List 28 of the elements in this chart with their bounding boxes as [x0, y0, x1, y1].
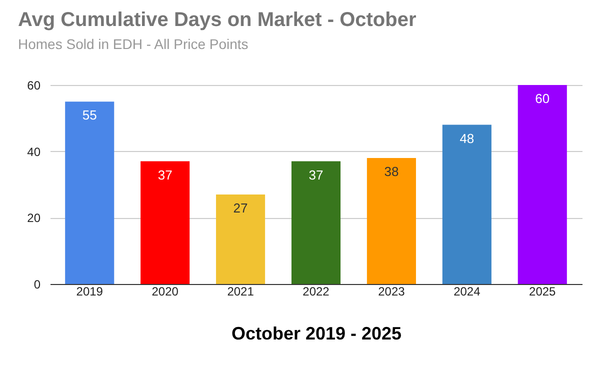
chart-title: Avg Cumulative Days on Market - October	[18, 9, 416, 31]
x-tick-label: 2021	[227, 284, 254, 298]
x-tick-label: 2025	[529, 284, 556, 298]
data-label: 48	[460, 130, 474, 146]
bar	[518, 85, 567, 284]
x-tick-label: 2019	[76, 284, 104, 298]
y-tick-label: 0	[34, 278, 41, 292]
x-axis-title: October 2019 - 2025	[231, 324, 402, 344]
data-label: 37	[308, 167, 324, 182]
data-label: 27	[233, 200, 248, 216]
data-label: 38	[384, 164, 399, 179]
bar	[442, 124, 492, 284]
x-tick-label: 2020	[152, 284, 179, 298]
data-label: 37	[158, 167, 172, 182]
x-tick-label: 2022	[302, 284, 330, 298]
y-tick-label: 60	[27, 78, 41, 92]
bar	[366, 158, 416, 284]
data-label: 60	[535, 91, 550, 106]
y-tick-label: 20	[27, 211, 41, 226]
bar	[216, 194, 266, 284]
chart-subtitle: Homes Sold in EDH - All Price Points	[18, 36, 248, 52]
x-tick-label: 2023	[378, 284, 406, 298]
y-tick-label: 40	[27, 144, 41, 159]
bar	[140, 161, 190, 284]
data-label: 55	[82, 108, 97, 123]
x-tick-label: 2024	[454, 284, 481, 298]
bar	[65, 102, 114, 284]
bar	[291, 161, 341, 284]
